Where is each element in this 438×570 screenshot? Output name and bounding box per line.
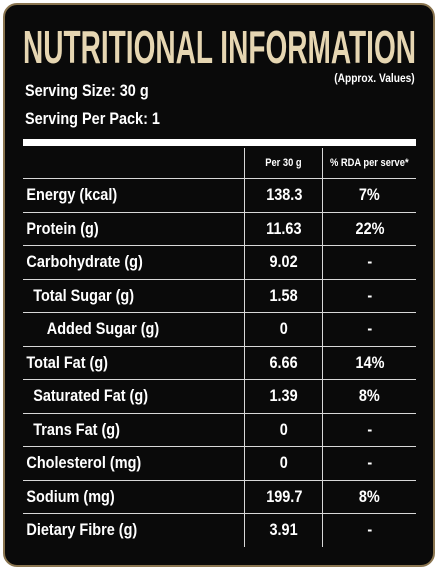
table-row: Total Sugar (g) 1.58 - (23, 279, 416, 313)
table-cell: - (322, 245, 416, 280)
rda: - (367, 285, 373, 305)
nutrition-table: Per 30 g % RDA per serve* Energy (kcal) 1… (23, 148, 416, 547)
table-cell: 138.3 (244, 178, 323, 213)
table-cell: 1.58 (244, 279, 323, 313)
divider (23, 139, 416, 146)
amount: 3.91 (269, 520, 298, 540)
table-cell: Total Sugar (g) (23, 279, 245, 313)
amount: 11.63 (266, 218, 302, 238)
serving-size: Serving Size: 30 g (25, 81, 149, 100)
table-cell: Protein (g) (23, 212, 245, 246)
amount: 6.66 (269, 352, 298, 372)
rda: 7% (359, 185, 381, 205)
header-blank (23, 148, 245, 179)
nutrient-name: Cholesterol (mg) (26, 453, 142, 473)
table-cell: 1.39 (244, 379, 323, 414)
table-cell: Dietary Fibre (g) (23, 514, 245, 547)
note: (Approx. Values) (334, 71, 415, 85)
nutrient-name: Energy (kcal) (26, 185, 118, 205)
table-cell: Total Fat (g) (23, 346, 245, 380)
column-header: % RDA per serve* (322, 148, 416, 179)
table-row: Energy (kcal) 138.3 7% (23, 178, 416, 213)
table-row: Saturated Fat (g) 1.39 8% (23, 379, 416, 414)
table-cell: - (322, 513, 416, 547)
amount: 9.02 (269, 252, 298, 272)
table-cell: Sodium (mg) (23, 480, 245, 514)
table-cell: Trans Fat (g) (23, 413, 245, 447)
table-cell: 6.66 (244, 346, 323, 380)
amount: 0 (279, 453, 288, 473)
table-cell: Cholesterol (mg) (23, 446, 245, 481)
rda: 8% (359, 386, 381, 406)
table-body: Energy (kcal) 138.3 7% Protein (g) 11.63 22% C… (23, 178, 416, 547)
servings-per-pack: Serving Per Pack: 1 (25, 109, 160, 128)
table-cell: 0 (244, 446, 323, 481)
nutrient-name: Total Sugar (g) (33, 285, 135, 305)
rda: 14% (355, 352, 385, 372)
label-panel: NUTRITIONAL INFORMATION (Approx. Values)… (3, 3, 435, 567)
rda: - (367, 252, 373, 272)
table-cell: 8% (322, 379, 416, 414)
table-row: Added Sugar (g) 0 - (23, 312, 416, 347)
table-cell: 3.91 (244, 513, 323, 547)
table-cell: 9.02 (244, 245, 323, 280)
nutrient-name: Trans Fat (g) (33, 419, 120, 439)
table-cell: - (322, 413, 416, 447)
table-cell: 14% (322, 346, 416, 380)
title-box: NUTRITIONAL INFORMATION (23, 15, 418, 73)
rda: - (367, 453, 373, 473)
table-cell: 11.63 (244, 212, 323, 246)
nutrient-name: Carbohydrate (g) (26, 252, 143, 272)
column-header-text: % RDA per serve* (330, 157, 410, 169)
rda: - (367, 520, 373, 540)
title: NUTRITIONAL INFORMATION (23, 21, 416, 73)
table-cell: - (322, 446, 416, 481)
table-row: Cholesterol (mg) 0 - (23, 446, 416, 481)
nutrient-name: Saturated Fat (g) (33, 386, 149, 406)
table-row: Total Fat (g) 6.66 14% (23, 346, 416, 380)
amount: 138.3 (265, 185, 302, 205)
table-cell: 0 (244, 312, 323, 347)
amount: 199.7 (265, 486, 302, 506)
table-cell: Carbohydrate (g) (23, 245, 245, 280)
table-cell: Added Sugar (g) (23, 312, 245, 347)
header-row: Per 30 g % RDA per serve* (23, 148, 416, 179)
nutrient-name: Total Fat (g) (26, 352, 108, 372)
table-cell: - (322, 312, 416, 347)
title-svg: NUTRITIONAL INFORMATION (23, 21, 416, 73)
amount: 0 (279, 319, 288, 339)
rda: 8% (359, 486, 381, 506)
amount: 1.58 (269, 285, 298, 305)
table-cell: Energy (kcal) (23, 178, 245, 213)
rda: 22% (355, 218, 385, 238)
table-cell: 8% (322, 480, 416, 514)
amount: 1.39 (269, 386, 298, 406)
amount: 0 (279, 419, 288, 439)
rda: - (367, 419, 373, 439)
rda: - (367, 319, 373, 339)
nutrient-name: Added Sugar (g) (46, 319, 160, 339)
nutrient-name: Protein (g) (26, 218, 99, 238)
table-cell: Saturated Fat (g) (23, 379, 245, 414)
table-row: Carbohydrate (g) 9.02 - (23, 245, 416, 280)
table-cell: - (322, 279, 416, 313)
table-row: Protein (g) 11.63 22% (23, 212, 416, 246)
nutrient-name: Sodium (mg) (26, 486, 115, 506)
table-row: Dietary Fibre (g) 3.91 - (23, 513, 416, 547)
nutrient-name: Dietary Fibre (g) (26, 520, 138, 540)
table-row: Trans Fat (g) 0 - (23, 413, 416, 447)
table-row: Sodium (mg) 199.7 8% (23, 480, 416, 514)
table-cell: 0 (244, 413, 323, 447)
table-cell: 199.7 (244, 480, 323, 514)
table-cell: 7% (322, 178, 416, 213)
table-cell: 22% (322, 212, 416, 246)
column-header: Per 30 g (244, 148, 323, 179)
column-header-text: Per 30 g (265, 157, 302, 169)
